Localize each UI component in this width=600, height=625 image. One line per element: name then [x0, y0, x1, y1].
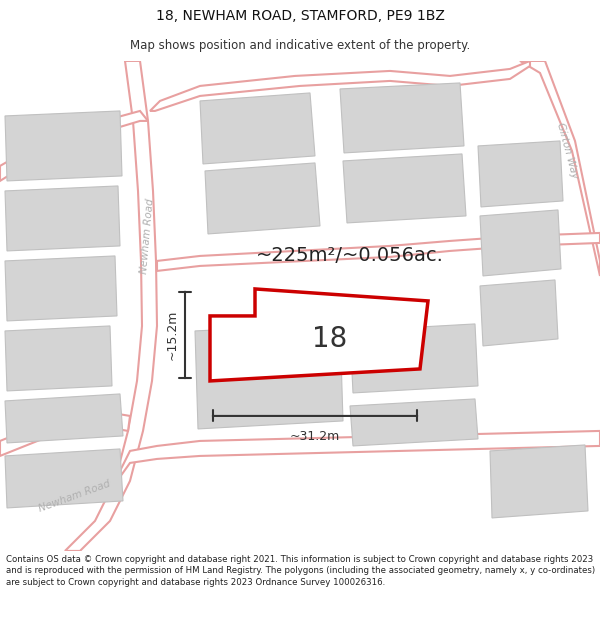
Text: ~225m²/~0.056ac.: ~225m²/~0.056ac.: [256, 246, 444, 266]
Text: ~15.2m: ~15.2m: [166, 310, 179, 360]
Polygon shape: [5, 326, 112, 391]
Polygon shape: [350, 399, 478, 446]
Polygon shape: [157, 233, 600, 271]
Polygon shape: [5, 394, 123, 443]
Polygon shape: [520, 61, 600, 276]
Polygon shape: [343, 154, 466, 223]
Polygon shape: [340, 83, 464, 153]
Polygon shape: [490, 445, 588, 518]
Polygon shape: [5, 111, 122, 181]
Text: Map shows position and indicative extent of the property.: Map shows position and indicative extent…: [130, 39, 470, 52]
Polygon shape: [195, 324, 343, 429]
Polygon shape: [478, 141, 563, 207]
Polygon shape: [5, 186, 120, 251]
Polygon shape: [65, 61, 157, 551]
Polygon shape: [5, 256, 117, 321]
Text: Contains OS data © Crown copyright and database right 2021. This information is : Contains OS data © Crown copyright and d…: [6, 554, 595, 587]
Text: 18, NEWHAM ROAD, STAMFORD, PE9 1BZ: 18, NEWHAM ROAD, STAMFORD, PE9 1BZ: [155, 9, 445, 24]
Polygon shape: [0, 411, 130, 456]
Polygon shape: [350, 324, 478, 393]
Text: Newham Road: Newham Road: [38, 478, 112, 514]
Polygon shape: [0, 111, 148, 181]
Text: 18: 18: [313, 325, 347, 353]
Polygon shape: [205, 163, 320, 234]
Polygon shape: [480, 210, 561, 276]
Text: Girton Way: Girton Way: [555, 122, 579, 180]
Text: Newham Road: Newham Road: [139, 198, 155, 274]
Polygon shape: [480, 280, 558, 346]
Polygon shape: [200, 93, 315, 164]
Polygon shape: [110, 431, 600, 491]
Polygon shape: [5, 449, 123, 508]
Text: ~31.2m: ~31.2m: [290, 430, 340, 443]
Polygon shape: [210, 289, 428, 381]
Polygon shape: [150, 61, 530, 111]
